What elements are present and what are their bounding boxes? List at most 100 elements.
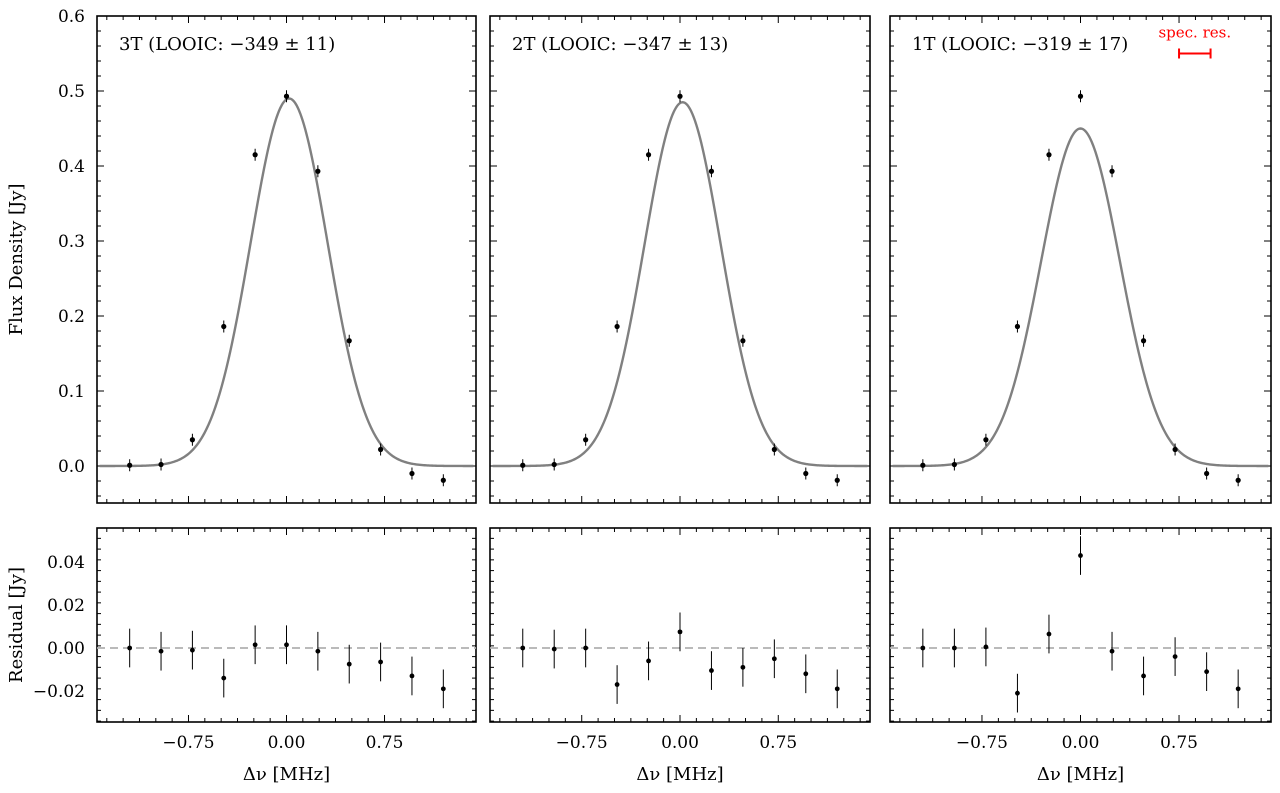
panel-1-x-axis-label: Δν [MHz] <box>243 764 330 785</box>
panel-3-residual-point <box>920 645 926 651</box>
panel-2-flux-point <box>551 461 557 468</box>
panel-3-flux-point <box>920 462 926 468</box>
panel-1-flux-point <box>377 446 384 453</box>
flux-y-tick-label: 0.2 <box>58 307 85 327</box>
panel-3-residual-point <box>1172 654 1178 659</box>
panel-3-title: 1T (LOOIC: −319 ± 17) <box>912 34 1128 55</box>
panel-1-residual-point <box>127 645 133 651</box>
flux-y-tick-label: 0.0 <box>58 457 85 477</box>
flux-y-tick-label: 0.4 <box>58 157 85 177</box>
panel-1-residual-frame <box>96 527 477 723</box>
panel-2-residual-point <box>551 646 557 652</box>
panel-1-residual-point <box>158 648 164 654</box>
panel-3-flux-point <box>1077 93 1084 99</box>
panel-3-flux-point <box>1204 470 1210 477</box>
panel-2-flux-point <box>771 446 777 453</box>
flux-y-tick-label: 0.5 <box>58 82 85 102</box>
flux-y-tick-label: 0.3 <box>58 232 85 252</box>
panel-1-flux-point <box>189 437 196 443</box>
panel-2-flux-frame <box>489 15 871 504</box>
panel-2-residual-point <box>709 668 714 673</box>
panel-2-residual-point <box>520 645 526 651</box>
panel-2-flux-point <box>740 338 746 344</box>
panel-2-residual-point <box>646 658 651 664</box>
panel-2-x-axis-label: Δν [MHz] <box>636 764 723 785</box>
panel-3-residual-axes: −0.75 0.00 0.75 Δν [MHz] <box>889 527 1272 785</box>
panel-3-residual-point <box>1078 553 1083 558</box>
panel-1-flux-point <box>221 323 227 330</box>
panel-1-flux-axes: 0.0 0.1 0.2 0.3 0.4 0.5 0.6 3T (LOOIC: −349 ± 1… <box>58 7 477 504</box>
panel-2-residual-point <box>834 686 840 692</box>
panel-3-residual-point <box>951 645 957 651</box>
panel-3-x-axis-label: Δν [MHz] <box>1037 764 1124 785</box>
panel-2-x-tick-label: 0.75 <box>759 733 797 753</box>
panel-1-flux-point <box>158 461 164 468</box>
panel-1-residual-point <box>346 661 352 667</box>
panel-2-residual-point <box>803 671 809 677</box>
panel-1-flux-point <box>127 462 133 468</box>
panel-2-residual-axes: −0.75 0.00 0.75 Δν [MHz] <box>489 527 871 785</box>
panel-1-x-tick-label: −0.75 <box>162 733 214 753</box>
panel-3-flux-point <box>1109 168 1115 174</box>
panel-1-model-curve <box>99 97 474 468</box>
panel-3-residual-point <box>983 644 989 650</box>
panel-3-residual-point <box>1015 690 1020 696</box>
panel-1-flux-point <box>252 152 258 158</box>
panel-2-residual-point <box>771 656 777 662</box>
panel-2-residual-point <box>740 664 746 670</box>
panel-2-flux-point <box>645 152 652 158</box>
panel-2-flux-point <box>834 477 840 483</box>
panel-2-flux-point <box>614 323 620 330</box>
panel-1-residual-point <box>190 647 195 653</box>
panel-1-residual-point <box>315 648 321 654</box>
panel-1-flux-point <box>440 477 446 483</box>
panel-2-flux-point <box>583 437 589 443</box>
flux-y-tick-label: 0.1 <box>58 382 85 402</box>
residual-y-tick-label: 0.00 <box>47 639 85 659</box>
residual-y-tick-label: 0.04 <box>47 553 85 573</box>
panel-2-title: 2T (LOOIC: −347 ± 13) <box>512 34 728 55</box>
panel-1-flux-point <box>315 168 321 174</box>
panel-1-residual-axes: −0.75 0.00 0.75 Δν [MHz] −0.02 0.00 0.02 0.04 <box>33 527 477 785</box>
panel-1-residual-point <box>284 642 289 648</box>
panel-3-x-tick-label: 0.00 <box>1062 733 1100 753</box>
panel-1-x-tick-label: 0.00 <box>268 733 306 753</box>
panel-1-title: 3T (LOOIC: −349 ± 11) <box>119 34 335 55</box>
panel-1-flux-point <box>346 338 352 344</box>
panel-1-residual-point <box>252 642 258 648</box>
panel-3-residual-point <box>1141 673 1146 679</box>
panel-3-x-tick-label: 0.75 <box>1160 733 1198 753</box>
panel-2-flux-point <box>708 168 715 174</box>
panel-1-residual-point <box>440 686 446 692</box>
panel-3-residual-point <box>1046 631 1052 637</box>
panel-3-flux-point <box>1235 477 1241 483</box>
panel-2-flux-point <box>520 462 526 468</box>
panel-3-residual-point <box>1109 648 1115 654</box>
panel-3-flux-point <box>1014 323 1021 330</box>
panel-1-flux-frame <box>96 15 477 504</box>
panel-1-residual-point <box>378 659 383 665</box>
panel-3-flux-frame <box>889 15 1272 504</box>
panel-3-flux-axes: 1T (LOOIC: −319 ± 17) spec. res. <box>889 15 1272 504</box>
panel-3-flux-point <box>983 437 989 443</box>
residual-y-tick-label: 0.02 <box>47 596 85 616</box>
panel-1-x-tick-label: 0.75 <box>366 733 404 753</box>
panel-3-residual-point <box>1235 686 1241 692</box>
y-axis-label-top: Flux Density [Jy] <box>6 184 27 336</box>
panel-3-flux-point <box>951 461 957 468</box>
panel-2-model-curve <box>492 101 868 468</box>
panel-2-residual-point <box>583 645 589 651</box>
flux-y-tick-label: 0.6 <box>58 7 85 27</box>
panel-3-residual-point <box>1204 669 1210 675</box>
y-axis-label-bottom: Residual [Jy] <box>6 567 27 683</box>
panel-1-residual-point <box>409 673 415 679</box>
panel-2-x-tick-label: −0.75 <box>556 733 608 753</box>
panel-1-flux-point <box>409 470 415 477</box>
panel-2-x-tick-label: 0.00 <box>661 733 699 753</box>
panel-2-flux-point <box>803 470 809 477</box>
panel-3-x-tick-label: −0.75 <box>956 733 1008 753</box>
panel-2-flux-axes: 2T (LOOIC: −347 ± 13) <box>489 15 871 504</box>
panel-3-flux-point <box>1172 446 1178 453</box>
panel-3-flux-point <box>1140 338 1147 344</box>
